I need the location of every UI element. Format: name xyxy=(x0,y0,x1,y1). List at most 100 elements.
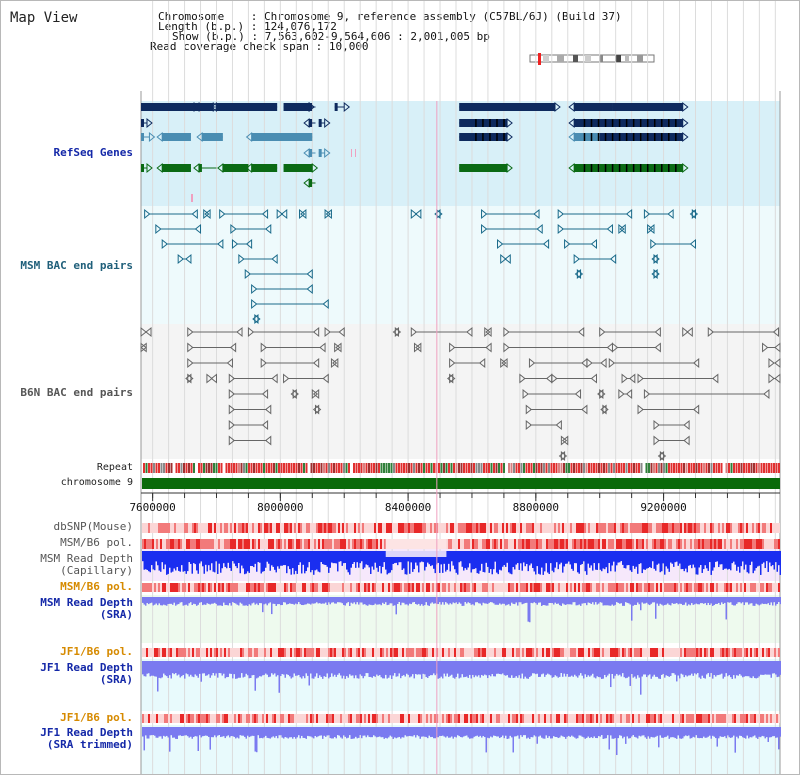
gene-exon-block xyxy=(574,133,600,141)
msm-sra-depth-bar xyxy=(371,597,373,606)
msm-bac-track[interactable] xyxy=(144,208,699,325)
dbsnp-cell xyxy=(616,523,618,533)
repeat-element xyxy=(698,463,700,473)
dbsnp-cell xyxy=(256,523,258,533)
jf1-trimmed-depth-bar xyxy=(632,727,634,736)
msm-pol-cell xyxy=(722,583,724,592)
jf1-pol-cell xyxy=(204,714,206,723)
msm-capillary-depth-bar xyxy=(686,551,688,573)
dbsnp-cell xyxy=(326,523,328,533)
msm-capillary-depth-bar xyxy=(167,551,169,574)
jf1-trimmed-depth-bar xyxy=(178,727,180,736)
dbsnp-cell xyxy=(400,523,402,533)
jf1-pol-cell xyxy=(414,648,416,657)
msm-capillary-depth-bar xyxy=(607,551,609,574)
jf1-pol-cell xyxy=(624,648,626,657)
jf1-trimmed-depth-bar xyxy=(410,727,412,737)
msm-capillary-depth-bar xyxy=(706,551,708,569)
jf1-sra-depth-bar xyxy=(431,661,433,676)
msm-sra-depth-bar xyxy=(473,597,475,606)
jf1-trimmed-depth-bar xyxy=(772,727,774,737)
jf1-sra-depth-bar xyxy=(682,661,684,675)
repeat-element xyxy=(508,463,510,473)
msm-pol-cell xyxy=(534,583,536,592)
repeat-track[interactable] xyxy=(143,463,780,473)
jf1-pol-cell xyxy=(768,714,770,723)
msm-capillary-depth-bar xyxy=(623,551,625,569)
msm-pol-cell xyxy=(576,539,578,549)
msm-pol-cell xyxy=(272,539,274,549)
msm-pol-cell xyxy=(290,583,292,592)
dbsnp-cell xyxy=(690,523,692,533)
dbsnp-cell xyxy=(760,523,762,533)
jf1-sra-depth-bar xyxy=(281,661,283,675)
dbsnp-cell xyxy=(494,523,496,533)
jf1-pol-cell xyxy=(728,714,730,723)
bac-end-arrow xyxy=(335,342,342,353)
jf1-pol-cell xyxy=(716,648,718,657)
jf1-pol-cell xyxy=(272,714,274,723)
msm-sra-depth-bar xyxy=(574,597,576,603)
refseq-gene-track[interactable] xyxy=(141,101,689,202)
jf1-trimmed-depth-bar xyxy=(506,727,508,739)
msm-capillary-depth-bar xyxy=(661,551,663,572)
msm-pol-cell xyxy=(268,583,270,592)
jf1-sra-depth-bar xyxy=(677,661,679,676)
jf1-trimmed-depth-bar xyxy=(149,727,151,736)
msm-pol-cell xyxy=(552,539,554,549)
jf1-sra-depth-bar xyxy=(671,661,673,674)
jf1-pol-cell xyxy=(464,714,466,723)
msm-pol-cell xyxy=(728,539,730,549)
repeat-element xyxy=(778,463,780,473)
jf1-pol-cell xyxy=(148,714,150,723)
repeat-element xyxy=(398,463,400,473)
jf1-pol-cell xyxy=(444,648,446,657)
coverage-tracks[interactable] xyxy=(142,523,781,756)
jf1-trimmed-depth-bar xyxy=(451,727,453,737)
jf1-pol-cell xyxy=(778,648,780,657)
msm-pol-cell xyxy=(776,539,778,549)
bac-end-arrow xyxy=(667,208,674,220)
dbsnp-cell xyxy=(164,523,166,533)
jf1-trimmed-depth-bar xyxy=(161,727,163,739)
jf1-trimmed-depth-bar xyxy=(302,727,304,738)
jf1-trimmed-depth-bar xyxy=(286,727,288,738)
msm-sra-depth-bar xyxy=(670,597,672,606)
jf1-pol-cell xyxy=(618,714,620,723)
jf1-sra-depth-bar xyxy=(614,661,616,676)
jf1-pol-cell xyxy=(312,714,314,723)
jf1-pol-cell xyxy=(718,648,720,657)
jf1-trimmed-depth-bar xyxy=(755,727,757,738)
msm-sra-depth-bar xyxy=(563,597,565,605)
jf1-trimmed-depth-bar xyxy=(728,727,730,738)
repeat-element xyxy=(713,463,715,473)
chromosome-ideogram[interactable] xyxy=(529,53,657,65)
msm-sra-depth-bar xyxy=(500,597,502,605)
jf1-sra-depth-bar xyxy=(280,661,282,677)
bac-end-arrow xyxy=(503,342,510,353)
dbsnp-cell xyxy=(724,523,726,533)
jf1-pol-cell xyxy=(240,648,242,657)
msm-sra-depth-bar xyxy=(175,597,177,606)
b6n-bac-track[interactable] xyxy=(140,326,781,462)
msm-sra-depth-bar xyxy=(703,597,705,604)
jf1-sra-depth-bar xyxy=(673,661,675,674)
jf1-pol-cell xyxy=(760,714,762,723)
msm-capillary-depth-bar xyxy=(389,551,391,573)
dbsnp-cell xyxy=(624,523,626,533)
msm-capillary-depth-bar xyxy=(346,551,348,570)
msm-capillary-depth-bar xyxy=(455,551,457,573)
jf1-pol-cell xyxy=(578,648,580,657)
chromosome-bar xyxy=(142,478,780,489)
repeat-element xyxy=(588,463,590,473)
dbsnp-cell xyxy=(526,523,528,533)
msm-capillary-depth-bar xyxy=(754,551,756,571)
repeat-element xyxy=(515,463,518,473)
repeat-element xyxy=(745,463,748,473)
jf1-pol-cell xyxy=(362,648,364,657)
jf1-trimmed-depth-bar xyxy=(281,727,283,738)
msm-capillary-depth-bar xyxy=(313,551,315,575)
jf1-sra-depth-bar xyxy=(299,661,301,678)
jf1-sra-depth-bar xyxy=(577,661,579,678)
